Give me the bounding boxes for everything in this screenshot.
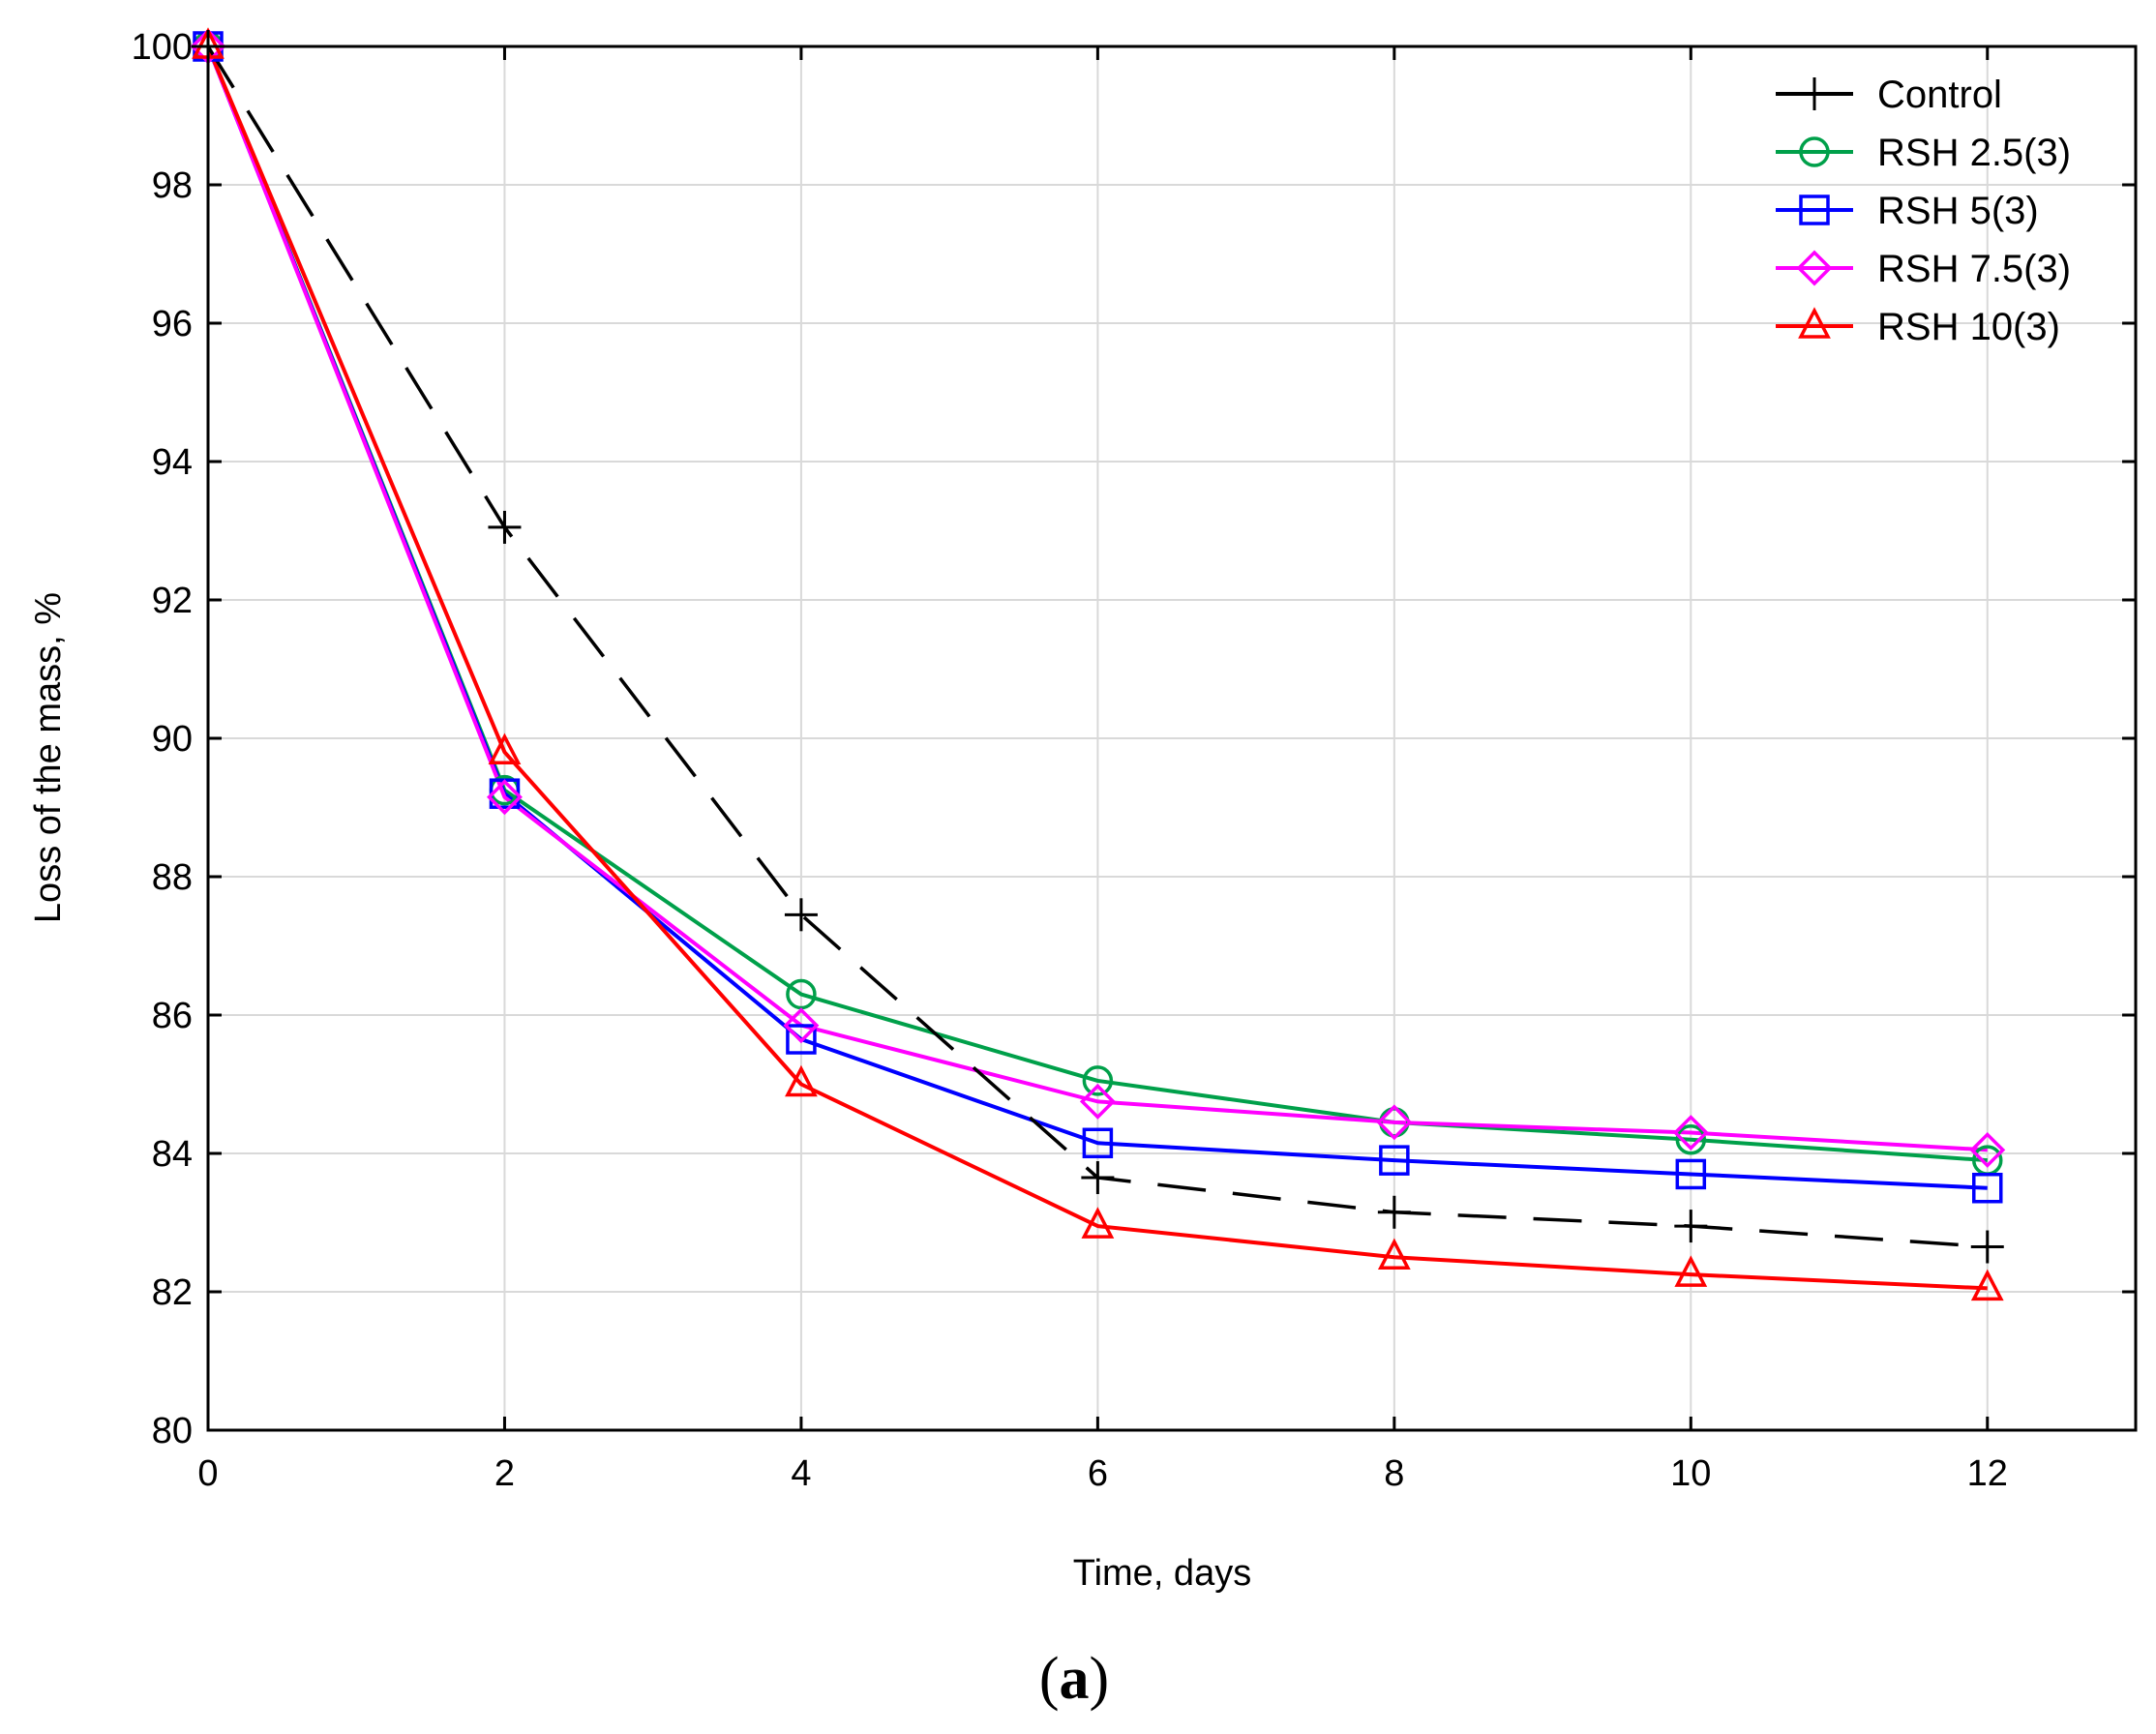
axis-ticks: 0 2 4 6 8 10 12 80 82 84 86 88 90 92 94 96 98 100 [132, 27, 2136, 1494]
legend-label-1: RSH 2.5(3) [1877, 132, 2071, 174]
data-point-1-5 [1675, 1123, 1707, 1155]
data-point-4-4 [1377, 1238, 1411, 1270]
data-point-2-6 [1972, 1173, 2003, 1204]
data-point-4-3 [1081, 1207, 1115, 1239]
legend-marker-4 [1798, 307, 1831, 339]
legend-marker-1 [1799, 136, 1830, 167]
x-axis-label: Time, days [1073, 1553, 1251, 1594]
x-tick-label: 4 [791, 1453, 811, 1494]
data-point-2-2 [786, 1024, 817, 1055]
legend-label-0: Control [1877, 74, 2002, 116]
panel-label: (a) [1039, 1646, 1109, 1712]
legend: Control RSH 2.5(3) RSH 5(3) RSH 7.5(3) RSH 1… [1776, 74, 2071, 348]
series-markers [190, 27, 2006, 1301]
data-point-2-3 [1082, 1127, 1114, 1159]
series-line-4 [206, 45, 1988, 1291]
data-point-0-4 [1377, 1195, 1411, 1229]
y-tick-label: 84 [152, 1134, 193, 1175]
data-point-3-6 [1969, 1131, 2006, 1168]
legend-marker-0 [1798, 77, 1831, 110]
series-line-3 [206, 45, 1988, 1152]
y-tick-label: 82 [152, 1272, 193, 1313]
data-point-3-1 [486, 779, 523, 816]
y-tick-label: 80 [152, 1411, 193, 1451]
data-point-4-1 [488, 732, 522, 765]
x-tick-label: 12 [1967, 1453, 2008, 1494]
data-point-3-4 [1376, 1104, 1413, 1141]
x-tick-label: 6 [1088, 1453, 1108, 1494]
x-tick-label: 2 [494, 1453, 515, 1494]
data-point-0-6 [1970, 1230, 2004, 1264]
panel-label-letter: a [1060, 1646, 1090, 1712]
data-point-4-6 [1970, 1269, 2004, 1301]
x-tick-label: 10 [1670, 1453, 1711, 1494]
data-point-3-5 [1672, 1115, 1709, 1151]
legend-label-2: RSH 5(3) [1877, 190, 2039, 232]
data-point-4-5 [1674, 1255, 1708, 1287]
legend-label-4: RSH 10(3) [1877, 306, 2060, 348]
data-point-4-2 [785, 1064, 818, 1097]
x-tick-label: 8 [1384, 1453, 1404, 1494]
data-point-0-5 [1674, 1210, 1708, 1243]
legend-label-3: RSH 7.5(3) [1877, 248, 2071, 290]
data-point-1-3 [1082, 1065, 1114, 1096]
data-point-0-2 [784, 898, 818, 932]
y-tick-label: 94 [152, 442, 193, 483]
y-tick-label: 96 [152, 304, 193, 344]
y-tick-label: 90 [152, 719, 193, 760]
legend-marker-3 [1796, 250, 1833, 286]
legend-marker-2 [1799, 194, 1830, 225]
data-point-2-5 [1675, 1158, 1707, 1190]
data-point-3-3 [1079, 1083, 1116, 1120]
y-tick-label: 88 [152, 857, 193, 898]
data-point-2-4 [1379, 1145, 1410, 1176]
y-tick-label: 100 [132, 27, 193, 68]
x-tick-label: 0 [197, 1453, 218, 1494]
data-point-3-2 [783, 1007, 820, 1044]
data-point-0-1 [488, 510, 522, 544]
y-tick-label: 98 [152, 165, 193, 206]
data-point-0-3 [1081, 1161, 1115, 1195]
grid-lines [208, 46, 2136, 1430]
y-tick-label: 92 [152, 581, 193, 621]
y-axis-label: Loss of the mass, % [28, 592, 69, 923]
y-tick-label: 86 [152, 996, 193, 1036]
